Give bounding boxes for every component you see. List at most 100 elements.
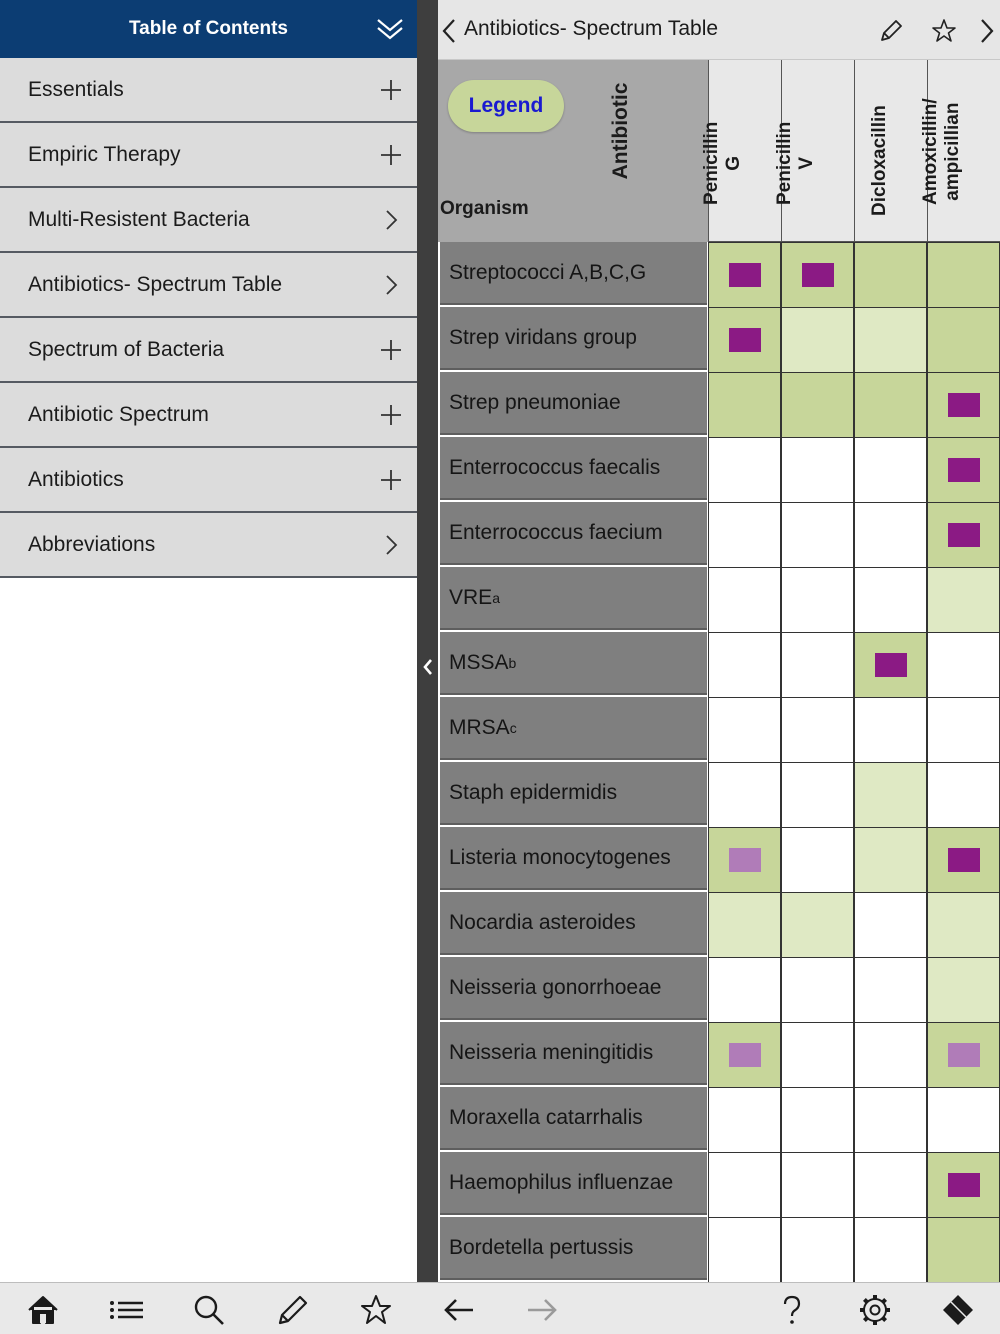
organism-axis-label: Organism [440,198,529,219]
spectrum-cell [854,1217,927,1282]
search-icon[interactable] [192,1293,226,1327]
chevron-left-icon[interactable] [440,17,458,45]
table-row: Haemophilus influenzae [438,1152,1000,1218]
spectrum-cell [708,762,781,828]
table-header-row: Legend Antibiotic Organism Penicillin G Pe… [438,60,1000,242]
toc-item-spectrum-of-bacteria[interactable]: Spectrum of Bacteria [0,318,417,383]
toc-item-empiric-therapy[interactable]: Empiric Therapy [0,123,417,188]
spectrum-cell [781,632,854,698]
home-icon[interactable] [26,1293,60,1327]
spectrum-cell [927,762,1000,828]
table-row: Enterrococcus faecium [438,502,1000,568]
organism-cell[interactable]: Bordetella pertussis [440,1217,707,1280]
spectrum-cell [927,827,1000,893]
toc-item-antibiotics-spectrum-table[interactable]: Antibiotics- Spectrum Table [0,253,417,318]
drug-header[interactable]: Penicillin G [701,60,781,242]
double-chevron-down-icon[interactable] [375,14,405,44]
toc-item-label: Essentials [28,77,124,101]
toc-item-antibiotics[interactable]: Antibiotics [0,448,417,513]
activity-marker [729,848,761,872]
plus-icon[interactable] [379,338,403,362]
organism-cell[interactable]: VRE a [440,567,707,630]
question-icon[interactable] [775,1293,809,1327]
drug-header[interactable]: Amoxicillin/ampicillian [920,60,1000,242]
table-of-contents-panel: Table of Contents Essentials Empiric Ther… [0,0,417,1282]
organism-name: Neisseria gonorrhoeae [449,975,662,999]
plus-icon[interactable] [379,143,403,167]
organism-name: Strep pneumoniae [449,390,621,414]
organism-name: Enterrococcus faecalis [449,455,661,479]
table-row: Moraxella catarrhalis [438,1087,1000,1153]
eraser-icon[interactable] [941,1293,975,1327]
spectrum-cell [854,567,927,633]
pencil-icon[interactable] [878,18,904,44]
organism-cell[interactable]: MSSA b [440,632,707,695]
organism-cell[interactable]: Streptococci A,B,C,G [440,242,707,305]
toc-item-label: Antibiotics- Spectrum Table [28,272,283,296]
spectrum-cell [854,502,927,568]
footnote-marker: c [509,719,517,736]
spectrum-cell [781,307,854,373]
toc-title: Table of Contents [128,18,289,39]
organism-cell[interactable]: Strep pneumoniae [440,372,707,435]
star-icon[interactable] [359,1293,393,1327]
toc-item-multi-resistent-bacteria[interactable]: Multi-Resistent Bacteria [0,188,417,253]
organism-cell[interactable]: MRSA c [440,697,707,760]
spectrum-cell [854,827,927,893]
organism-cell[interactable]: Enterrococcus faecalis [440,437,707,500]
content-pane: Antibiotics- Spectrum Table Legend Antib… [438,0,1000,1282]
plus-icon[interactable] [379,403,403,427]
arrow-left-icon[interactable] [442,1293,476,1327]
chevron-right-icon[interactable] [379,208,403,232]
plus-icon[interactable] [379,78,403,102]
toc-list: Essentials Empiric Therapy Multi-Resistent… [0,58,417,578]
table-row: Strep pneumoniae [438,372,1000,438]
spectrum-cell [927,372,1000,438]
spectrum-cell [708,1217,781,1282]
drug-header[interactable]: Penicillin V [774,60,854,242]
activity-marker [948,393,980,417]
toc-item-antibiotic-spectrum[interactable]: Antibiotic Spectrum [0,383,417,448]
organism-cell[interactable]: Listeria monocytogenes [440,827,707,890]
organism-cell[interactable]: Haemophilus influenzae [440,1152,707,1215]
split-divider[interactable] [417,0,438,1282]
bottom-toolbar [0,1282,1000,1334]
chevron-right-icon[interactable] [379,533,403,557]
organism-cell[interactable]: Strep viridans group [440,307,707,370]
spectrum-cell [854,697,927,763]
spectrum-cell [927,957,1000,1023]
organism-cell[interactable]: Enterrococcus faecium [440,502,707,565]
organism-cell[interactable]: Nocardia asteroides [440,892,707,955]
organism-cell[interactable]: Neisseria meningitidis [440,1022,707,1085]
toc-header: Table of Contents [0,0,417,58]
list-icon[interactable] [109,1293,143,1327]
star-icon[interactable] [931,18,957,44]
table-row: Strep viridans group [438,307,1000,373]
table-row: Bordetella pertussis [438,1217,1000,1282]
gear-icon[interactable] [858,1293,892,1327]
activity-marker [948,1173,980,1197]
arrow-right-icon[interactable] [525,1293,559,1327]
collapse-sidebar-icon[interactable] [421,656,435,678]
pencil-icon[interactable] [276,1293,310,1327]
spectrum-cell [781,1217,854,1282]
organism-cell[interactable]: Staph epidermidis [440,762,707,825]
toc-item-abbreviations[interactable]: Abbreviations [0,513,417,578]
organism-cell[interactable]: Neisseria gonorrhoeae [440,957,707,1020]
drug-header[interactable]: Dicloxacillin [854,60,927,242]
spectrum-cell [708,242,781,308]
organism-cell[interactable]: Moraxella catarrhalis [440,1087,707,1150]
spectrum-cell [708,502,781,568]
drug-header-line: Amoxicillin/ [920,98,941,205]
toc-item-label: Empiric Therapy [28,142,181,166]
legend-button[interactable]: Legend [448,80,564,132]
chevron-right-icon[interactable] [978,17,996,45]
spectrum-cell [781,437,854,503]
toc-item-essentials[interactable]: Essentials [0,58,417,123]
spectrum-cell [708,632,781,698]
spectrum-cell [927,632,1000,698]
plus-icon[interactable] [379,468,403,492]
spectrum-cell [927,892,1000,958]
chevron-right-icon[interactable] [379,273,403,297]
activity-marker [948,848,980,872]
